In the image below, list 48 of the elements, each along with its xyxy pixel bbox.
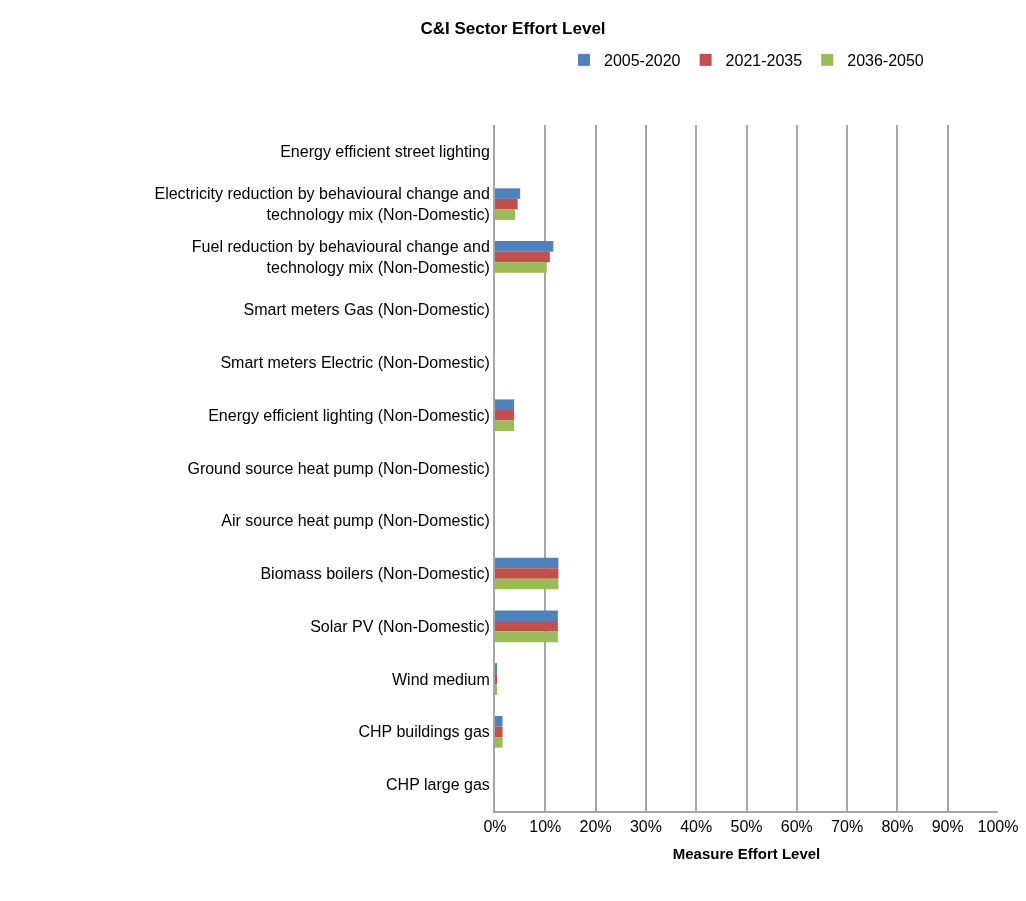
bar	[495, 198, 518, 210]
bar	[495, 209, 516, 220]
x-tick-label: 60%	[780, 818, 813, 836]
x-tick-label: 0%	[483, 818, 507, 836]
x-tick-label: 100%	[977, 818, 1019, 836]
x-axis-title: Measure Effort Level	[672, 844, 821, 862]
bar	[495, 251, 550, 263]
x-tick-label: 80%	[881, 818, 914, 836]
bar	[495, 557, 559, 569]
x-tick-label: 70%	[831, 818, 864, 836]
y-tick-label: Biomass boilers (Non-Domestic)	[260, 565, 490, 583]
y-tick-label: Air source heat pump (Non-Domestic)	[221, 512, 490, 530]
bar	[495, 737, 503, 748]
bar	[495, 631, 558, 643]
x-tick-label: 90%	[931, 818, 964, 836]
bar	[495, 409, 515, 421]
y-tick-label: Smart meters Gas (Non-Domestic)	[243, 301, 490, 319]
y-tick-label: Solar PV (Non-Domestic)	[310, 617, 490, 635]
bar	[495, 726, 503, 738]
bar	[495, 262, 547, 273]
bar	[495, 420, 515, 432]
y-tick-label: CHP buildings gas	[358, 723, 490, 741]
bar	[495, 716, 503, 727]
x-tick-label: 10%	[529, 818, 562, 836]
x-tick-label: 40%	[680, 818, 713, 836]
legend-label: 2005-2020	[604, 52, 681, 70]
x-tick-label: 50%	[730, 818, 763, 836]
legend-label: 2021-2035	[725, 52, 803, 70]
y-tick-label: Energy efficient lighting (Non-Domestic)	[208, 406, 490, 424]
legend-label: 2036-2050	[847, 52, 924, 70]
bar	[495, 610, 558, 622]
bar	[495, 241, 554, 252]
bar	[495, 568, 559, 579]
bar	[495, 399, 515, 410]
y-tick-label: Energy efficient street lighting	[280, 142, 490, 160]
bar	[495, 663, 498, 674]
y-tick-label: Electricity reduction by behavioural change and technology mix (Non-Domestic)	[154, 185, 490, 224]
chart-title: C&I Sector Effort Level	[420, 19, 606, 39]
y-tick-label: Fuel reduction by behavioural change and technology mix (Non-Domestic)	[191, 238, 490, 276]
x-tick-label: 30%	[629, 818, 662, 836]
bar	[495, 188, 521, 199]
y-tick-label: Ground source heat pump (Non-Domestic)	[187, 459, 490, 477]
bar	[495, 578, 559, 590]
x-tick-label: 20%	[579, 818, 612, 836]
y-tick-label: CHP large gas	[386, 776, 490, 794]
y-tick-label: Smart meters Electric (Non-Domestic)	[220, 354, 490, 372]
y-tick-label: Wind medium	[391, 670, 490, 688]
bar	[495, 621, 558, 632]
